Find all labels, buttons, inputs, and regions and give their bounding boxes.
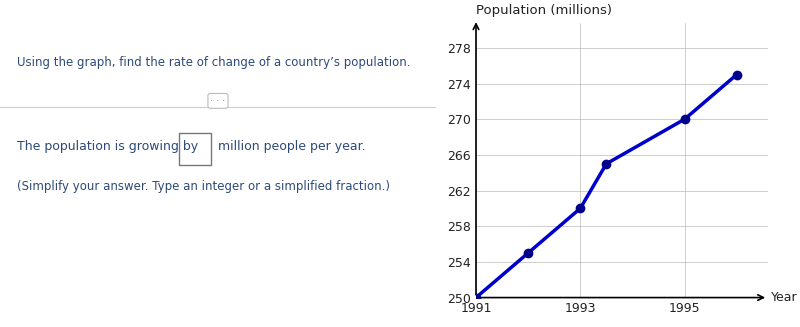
Text: Year: Year [770,291,798,304]
Text: million people per year.: million people per year. [218,141,366,153]
Text: Population (millions): Population (millions) [476,4,612,17]
Text: The population is growing by: The population is growing by [18,141,198,153]
Text: · · ·: · · · [210,96,226,106]
Text: (Simplify your answer. Type an integer or a simplified fraction.): (Simplify your answer. Type an integer o… [18,180,390,193]
Text: Using the graph, find the rate of change of a country’s population.: Using the graph, find the rate of change… [18,56,411,69]
FancyBboxPatch shape [178,133,211,164]
